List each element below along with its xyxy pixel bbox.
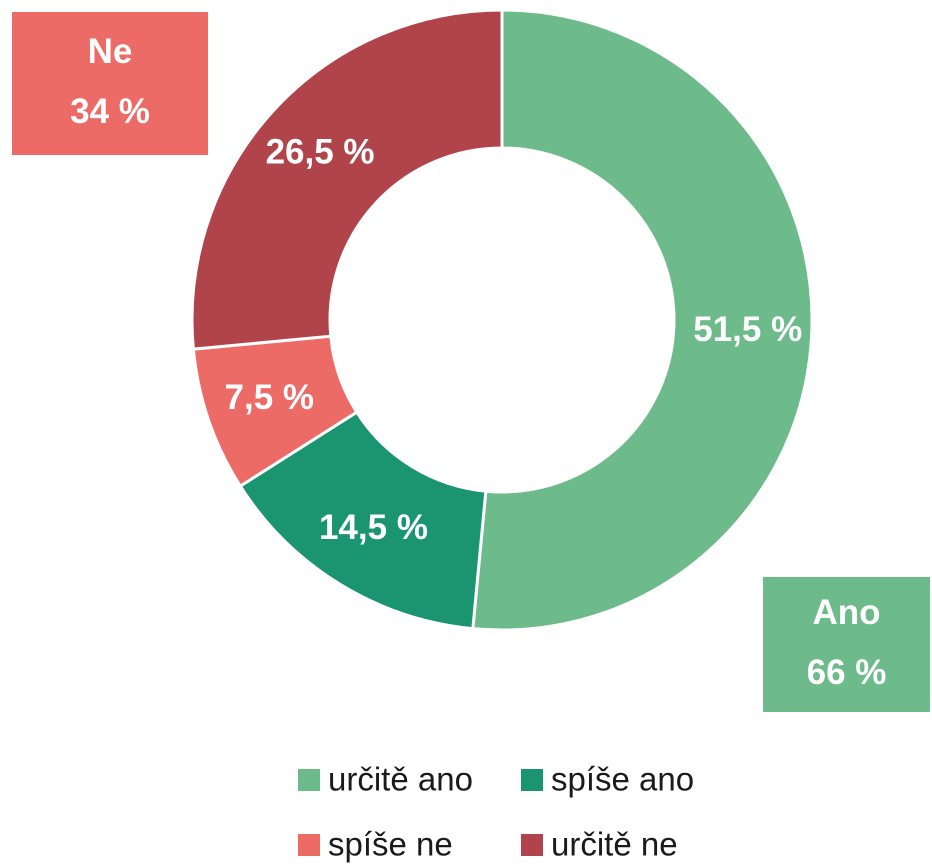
legend-swatch [521,834,543,856]
legend-label: určitě ano [328,761,473,798]
legend-swatch [298,769,320,791]
data-label: 14,5 % [319,508,428,547]
donut-slice [238,410,488,631]
donut-slice [471,8,814,632]
donut-slice [190,8,504,351]
annotation-title: Ne [88,32,133,71]
legend-swatch [521,769,543,791]
legend-swatch [298,834,320,856]
legend-label: spíše ano [551,761,694,798]
annotation-text: 34 % [70,92,150,131]
data-label: 26,5 % [266,133,375,172]
data-label: 51,5 % [693,310,802,349]
annotation-box [763,577,930,712]
legend-label: spíše ne [328,826,453,863]
annotation-title: Ano [812,593,880,632]
annotation-text: 66 % [807,653,887,692]
legend-label: určitě ne [551,826,678,863]
data-label: 7,5 % [225,378,315,417]
annotation-box [12,12,208,155]
